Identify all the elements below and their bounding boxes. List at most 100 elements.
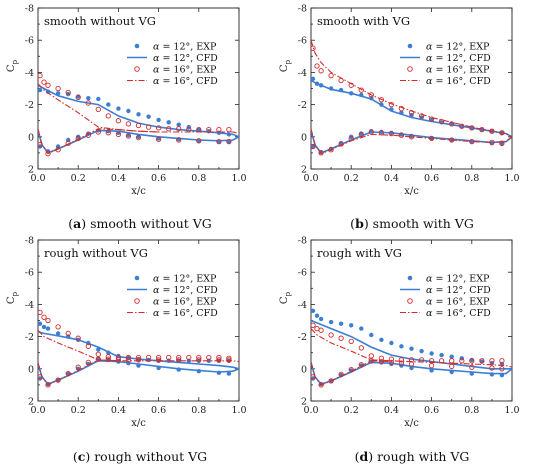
y-axis-title-sub: p — [284, 291, 292, 296]
data-point — [166, 354, 172, 361]
data-point — [156, 117, 161, 123]
legend-label-symbol: α — [153, 53, 160, 64]
data-point — [428, 116, 435, 122]
data-point — [116, 106, 121, 111]
y-tick-label: -2 — [298, 100, 307, 111]
data-point — [318, 68, 324, 74]
data-point — [368, 92, 374, 98]
legend-label: α = 16°, CFD — [426, 76, 491, 87]
data-point — [41, 324, 47, 330]
data-point — [314, 313, 320, 318]
chart-panel-b: 0.0 0.2 0.4 0.6 0.8 1.0 -8 -6 -4 -2 0 2 x/c Cp smooth … — [279, 4, 520, 232]
legend-label-symbol: α — [426, 53, 433, 64]
x-tick-label: 0.0 — [30, 405, 45, 416]
data-point — [166, 120, 171, 125]
data-point — [145, 124, 152, 130]
y-axis-title: Cp — [279, 59, 292, 72]
data-point — [358, 345, 364, 351]
data-point — [388, 359, 395, 366]
data-point — [438, 118, 445, 125]
data-point — [38, 87, 43, 93]
y-tick-label: 2 — [301, 165, 307, 176]
legend-label: α = 12°, EXP — [426, 273, 490, 284]
caption-paren-open: ( — [355, 449, 360, 464]
legend-label-symbol: α — [153, 76, 160, 87]
caption-letter: a — [73, 216, 81, 231]
data-point — [489, 358, 495, 364]
y-tick-label: -8 — [25, 236, 34, 247]
data-point — [75, 364, 81, 370]
legend-label-rest: = 12°, CFD — [159, 53, 218, 64]
legend-label: α = 12°, CFD — [426, 285, 491, 296]
data-point — [499, 140, 505, 146]
data-point — [311, 143, 316, 150]
data-point — [126, 108, 131, 114]
legend-label-rest: = 16°, CFD — [432, 308, 491, 319]
x-tick-label: 0.8 — [464, 405, 479, 416]
legend-label-symbol: α — [153, 296, 160, 307]
data-point — [196, 357, 202, 363]
x-tick-label: 1.0 — [504, 405, 519, 416]
legend-label-rest: = 16°, CFD — [159, 76, 218, 87]
legend-label-rest: = 12°, CFD — [159, 285, 218, 296]
data-point — [398, 132, 405, 138]
x-tick-label: 0.4 — [111, 173, 126, 184]
data-point — [105, 354, 111, 360]
legend-label-rest: = 16°, CFD — [432, 76, 491, 87]
x-axis-title: x/c — [131, 418, 146, 429]
data-point — [95, 351, 101, 357]
data-point — [75, 335, 81, 341]
data-point — [499, 366, 505, 372]
data-point — [314, 63, 320, 69]
legend-label: α = 16°, EXP — [426, 296, 490, 307]
data-point — [95, 106, 101, 113]
x-tick-label: 0.0 — [30, 173, 45, 184]
data-point — [55, 377, 61, 383]
x-tick-label: 0.6 — [151, 405, 166, 416]
x-tick-label: 0.6 — [424, 405, 439, 416]
x-tick-label: 0.4 — [384, 405, 399, 416]
data-point — [38, 72, 43, 79]
legend-label: α = 16°, CFD — [426, 308, 491, 319]
data-point — [45, 82, 51, 88]
data-point — [45, 151, 51, 157]
legend-label-symbol: α — [426, 308, 433, 319]
data-point — [378, 130, 385, 136]
series-line-lower — [38, 128, 159, 155]
data-point — [378, 355, 385, 361]
data-point — [479, 126, 485, 133]
caption-letter: b — [355, 216, 364, 231]
data-point — [125, 354, 132, 361]
data-point — [328, 332, 334, 338]
legend-marker-swatch — [407, 275, 413, 281]
series-line-upper — [311, 328, 512, 368]
data-point — [318, 327, 324, 333]
data-point — [311, 376, 316, 381]
caption-paren-close: ) — [85, 449, 90, 464]
series-red-exp — [311, 322, 505, 388]
data-point — [38, 144, 43, 149]
x-tick-label: 0.4 — [111, 405, 126, 416]
data-point — [186, 354, 192, 361]
series-red-cfd — [38, 83, 239, 155]
data-point — [348, 338, 354, 345]
data-point — [176, 126, 182, 132]
panel-caption: (a) smooth without VG — [68, 216, 212, 231]
legend-label-symbol: α — [426, 273, 433, 284]
x-tick-label: 1.0 — [504, 173, 519, 184]
series-line-lower — [311, 128, 512, 155]
caption-text: rough with VG — [373, 449, 469, 464]
data-point — [76, 134, 81, 139]
legend-label: α = 16°, CFD — [153, 308, 218, 319]
data-point — [176, 137, 182, 143]
y-tick-label: 2 — [301, 397, 307, 408]
x-tick-label: 0.0 — [303, 405, 318, 416]
data-point — [166, 126, 172, 132]
series-line-lower — [38, 359, 119, 386]
legend-label-rest: = 12°, CFD — [432, 285, 491, 296]
data-point — [155, 136, 162, 142]
legend-label-symbol: α — [426, 296, 433, 307]
data-point — [226, 138, 232, 145]
y-axis-title: Cp — [6, 291, 19, 304]
